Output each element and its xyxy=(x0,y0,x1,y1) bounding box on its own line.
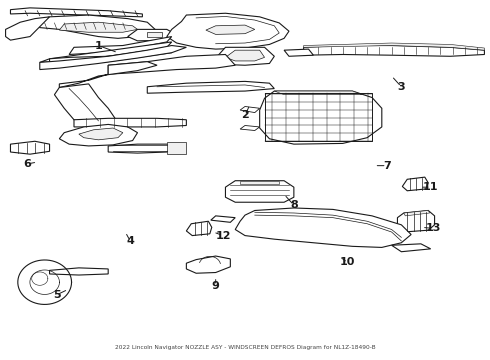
Polygon shape xyxy=(260,91,382,144)
Polygon shape xyxy=(240,107,260,113)
Polygon shape xyxy=(216,47,274,65)
Polygon shape xyxy=(5,17,49,40)
Polygon shape xyxy=(108,54,235,74)
Polygon shape xyxy=(397,211,435,232)
Polygon shape xyxy=(235,208,411,247)
Polygon shape xyxy=(284,49,314,56)
Polygon shape xyxy=(69,37,172,54)
Text: 1: 1 xyxy=(95,41,102,50)
Polygon shape xyxy=(74,118,186,127)
Polygon shape xyxy=(225,181,294,202)
Polygon shape xyxy=(240,126,260,131)
Polygon shape xyxy=(128,30,176,41)
Polygon shape xyxy=(274,91,362,95)
Polygon shape xyxy=(108,144,176,153)
Text: 11: 11 xyxy=(423,182,439,192)
Polygon shape xyxy=(49,47,172,65)
Polygon shape xyxy=(10,8,143,17)
Polygon shape xyxy=(10,141,49,154)
Text: 5: 5 xyxy=(53,290,61,300)
Polygon shape xyxy=(402,177,428,191)
Polygon shape xyxy=(59,125,138,146)
Polygon shape xyxy=(49,268,108,275)
Polygon shape xyxy=(167,142,186,154)
Polygon shape xyxy=(404,211,430,216)
Polygon shape xyxy=(186,256,230,273)
Polygon shape xyxy=(206,25,255,35)
Text: 10: 10 xyxy=(340,257,355,267)
Polygon shape xyxy=(40,45,186,69)
Polygon shape xyxy=(54,84,118,127)
Polygon shape xyxy=(167,13,289,49)
Text: 2: 2 xyxy=(241,111,249,121)
Polygon shape xyxy=(211,216,235,222)
Polygon shape xyxy=(147,81,274,93)
Text: 12: 12 xyxy=(215,231,231,240)
Text: 9: 9 xyxy=(212,281,220,291)
Polygon shape xyxy=(40,42,171,62)
Polygon shape xyxy=(304,43,485,50)
Text: 13: 13 xyxy=(425,224,441,233)
Polygon shape xyxy=(79,128,123,140)
Polygon shape xyxy=(18,260,72,305)
Polygon shape xyxy=(147,32,162,37)
Text: 7: 7 xyxy=(383,161,391,171)
Text: 6: 6 xyxy=(24,159,31,169)
Polygon shape xyxy=(392,244,431,252)
Polygon shape xyxy=(304,45,485,56)
Polygon shape xyxy=(186,221,212,235)
Text: 3: 3 xyxy=(397,82,405,92)
Polygon shape xyxy=(59,62,157,87)
Polygon shape xyxy=(225,50,265,61)
Text: 2022 Lincoln Navigator NOZZLE ASY - WINDSCREEN DEFROS Diagram for NL1Z-18490-B: 2022 Lincoln Navigator NOZZLE ASY - WIND… xyxy=(115,345,375,350)
Text: 8: 8 xyxy=(290,200,298,210)
Polygon shape xyxy=(59,22,138,32)
Polygon shape xyxy=(240,181,279,184)
Text: 4: 4 xyxy=(126,236,134,246)
Polygon shape xyxy=(35,15,157,39)
